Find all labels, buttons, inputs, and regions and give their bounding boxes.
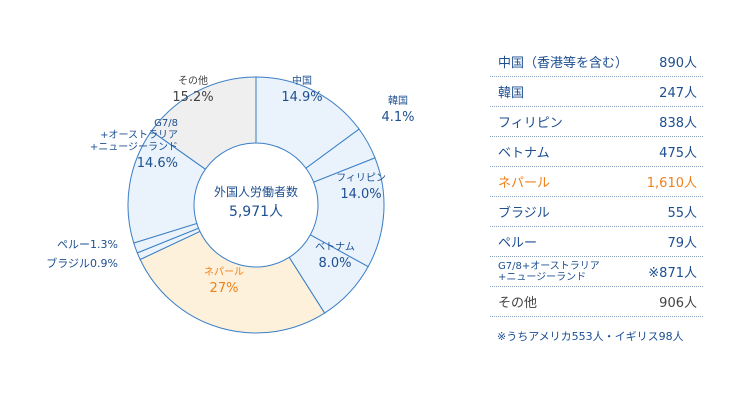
pie-slice [150, 76, 257, 170]
table-row: その他 906人 [490, 287, 703, 317]
table-row: フィリピン 838人 [490, 107, 703, 137]
row-label: ペルー [498, 236, 538, 251]
row-label: ネパール [498, 176, 551, 191]
table-row: ネパール 1,610人 [490, 167, 703, 197]
row-value: 1,610人 [646, 176, 697, 191]
donut-chart: 中国 14.9% 韓国 4.1% フィリピン 14.0% ベトナム 8.0% ネパール 27% ブラ… [46, 74, 415, 334]
slice-label: G7/8 +オーストラリア+ニュージーランド 14.6% [90, 118, 178, 171]
table-row: ペルー 79人 [490, 227, 703, 257]
table-row: G7/8+オーストラリア +ニュージーランド ※871人 [490, 257, 703, 287]
slice-label: ベトナム 8.0% [315, 241, 355, 271]
table-row: ベトナム 475人 [490, 137, 703, 167]
table-footnote: ※うちアメリカ553人・イギリス98人 [497, 330, 684, 343]
slice-label: ペルー1.3% [57, 238, 118, 251]
pie-slice [139, 230, 326, 334]
row-label: G7/8+オーストラリア +ニュージーランド [498, 260, 600, 283]
center-value: 5,971人 [229, 204, 283, 220]
row-value: ※871人 [648, 266, 697, 281]
row-label: フィリピン [498, 116, 563, 131]
row-value: 838人 [659, 116, 697, 131]
donut-labels: 中国 14.9% 韓国 4.1% フィリピン 14.0% ベトナム 8.0% ネパール 27% ブラ… [46, 74, 414, 296]
row-value: 55人 [667, 206, 697, 221]
donut-slices [127, 76, 385, 334]
row-label: ブラジル [498, 206, 550, 221]
row-value: 247人 [659, 86, 697, 101]
slice-label: フィリピン 14.0% [336, 172, 386, 202]
table-row: 韓国 247人 [490, 77, 703, 107]
slice-label: 中国 14.9% [281, 74, 322, 105]
table-row: 中国（香港等を含む） 890人 [490, 47, 703, 77]
donut-center: 外国人労働者数 5,971人 [214, 184, 298, 220]
slice-label: ネパール 27% [204, 266, 244, 296]
breakdown-table: 中国（香港等を含む） 890人韓国 247人フィリピン 838人ベトナム 475人ネパー… [490, 47, 703, 317]
center-label: 外国人労働者数 [214, 184, 298, 199]
row-value: 906人 [659, 296, 697, 311]
slice-label: ブラジル0.9% [46, 256, 118, 270]
slice-label: 韓国 4.1% [381, 95, 414, 125]
row-label: その他 [498, 296, 538, 311]
row-value: 475人 [659, 146, 697, 161]
table-row: ブラジル 55人 [490, 197, 703, 227]
row-value: 890人 [659, 56, 697, 71]
slice-label: その他 15.2% [172, 74, 213, 105]
row-label: 韓国 [498, 86, 525, 101]
row-label: 中国（香港等を含む） [498, 56, 629, 71]
row-label: ベトナム [498, 146, 550, 161]
row-value: 79人 [667, 236, 697, 251]
